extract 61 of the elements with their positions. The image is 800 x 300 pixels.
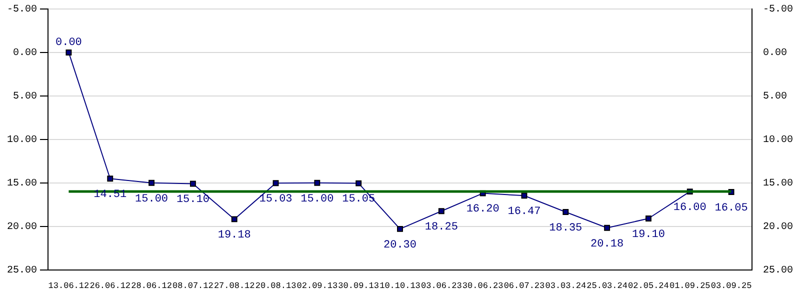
- data-label: 15.00: [300, 193, 334, 206]
- data-label: 16.47: [508, 206, 541, 218]
- y2-tick-label: 20.00: [762, 222, 794, 233]
- y2-tick-label: 5.00: [762, 92, 788, 103]
- y2-tick-label: 25.00: [762, 265, 794, 276]
- data-label: 18.35: [549, 222, 582, 234]
- x-tick-label: 03.09.25: [710, 281, 752, 292]
- y2-tick-label: 15.00: [762, 178, 794, 190]
- data-label: 15.00: [135, 193, 168, 206]
- data-label: 16.05: [714, 202, 748, 214]
- data-label: 19.18: [218, 230, 251, 242]
- point: [397, 226, 403, 232]
- x-tick-label: 25.03.24: [586, 281, 628, 292]
- y-tick-label: 0.00: [12, 48, 38, 60]
- x-tick-label: 30.09.13: [338, 281, 379, 292]
- y-tick-label: 25.00: [6, 265, 38, 276]
- data-label: 19.10: [632, 228, 665, 241]
- x-tick-label: 20.08.13: [255, 281, 296, 292]
- y-tick-label: -5.00: [6, 4, 38, 16]
- point: [562, 209, 569, 215]
- x-tick-label: 13.06.12: [48, 281, 90, 292]
- x-tick-label: 03.06.23: [421, 281, 462, 292]
- point: [356, 180, 362, 186]
- y-tick-label: 5.00: [12, 92, 38, 103]
- x-tick-label: 10.10.13: [380, 281, 420, 292]
- point: [604, 224, 610, 231]
- data-label: 16.20: [466, 204, 500, 216]
- y-tick-label: 10.00: [6, 135, 38, 146]
- y2-tick-label: -5.00: [762, 4, 794, 16]
- x-tick-label: 02.05.24: [628, 281, 669, 292]
- x-tick-label: 26.06.12: [90, 281, 131, 292]
- point: [645, 216, 652, 222]
- point: [231, 216, 238, 222]
- y-tick-label: 15.00: [6, 178, 38, 190]
- point: [190, 180, 196, 187]
- data-label: 16.00: [673, 202, 706, 214]
- y2-tick-label: 10.00: [762, 135, 794, 146]
- x-tick-label: 28.06.12: [131, 281, 172, 292]
- x-tick-label: 03.03.24: [545, 281, 586, 292]
- point: [107, 176, 114, 182]
- point: [272, 180, 279, 186]
- data-label: 15.10: [176, 194, 210, 206]
- x-tick-label: 08.07.12: [172, 281, 214, 292]
- data-label: 15.03: [259, 194, 292, 206]
- data-label: 20.18: [590, 238, 624, 250]
- x-tick-label: 27.08.12: [214, 281, 255, 292]
- x-tick-label: 06.07.23: [504, 281, 545, 292]
- x-tick-label: 01.09.25: [669, 281, 710, 292]
- point: [314, 180, 320, 186]
- data-label: 15.05: [342, 194, 376, 206]
- point: [148, 180, 155, 186]
- y-tick-label: 20.00: [6, 222, 38, 233]
- point: [66, 49, 72, 56]
- x-tick-label: 02.09.13: [296, 281, 338, 292]
- data-label: 14.51: [94, 189, 128, 202]
- point: [438, 208, 444, 214]
- y2-tick-label: 0.00: [762, 48, 788, 60]
- data-label: 20.30: [383, 239, 417, 252]
- data-label: 18.25: [424, 222, 458, 234]
- data-label: 0.00: [56, 36, 82, 49]
- x-tick-label: 30.06.23: [462, 281, 504, 292]
